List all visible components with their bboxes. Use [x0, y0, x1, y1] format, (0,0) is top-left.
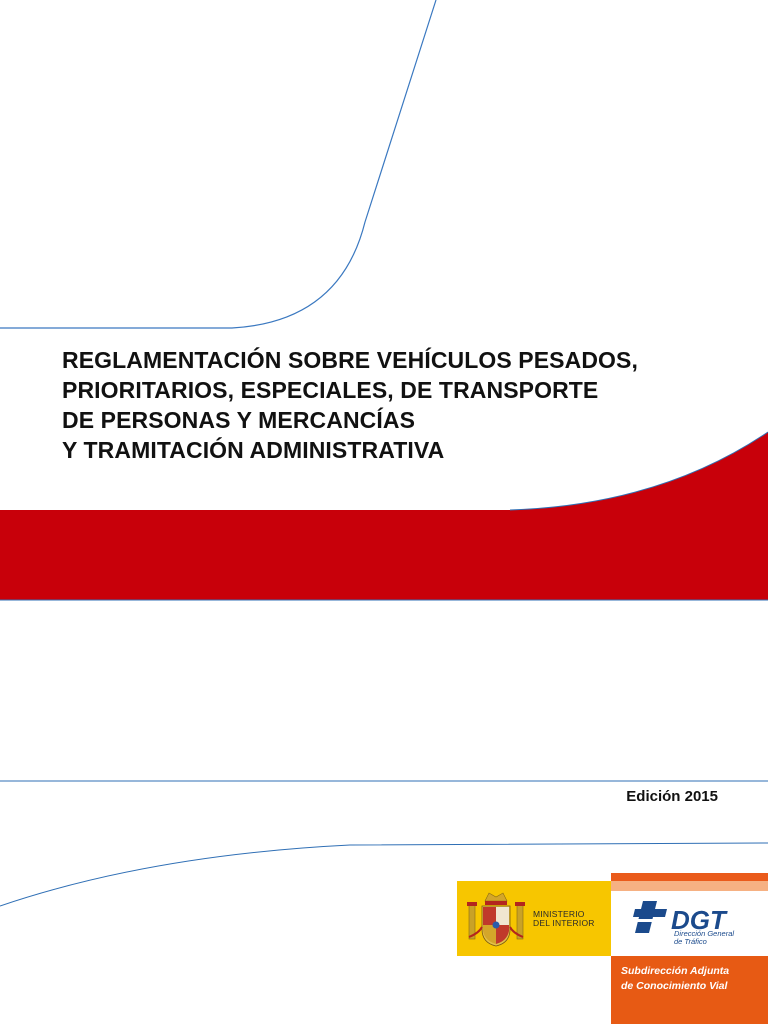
dgt-cross-icon: DGT [633, 901, 728, 935]
bottom-curve-line [0, 842, 768, 907]
ministry-line: MINISTERIO [533, 909, 585, 919]
top-curve-line [0, 0, 437, 329]
dgt-department-line: Subdirección Adjunta [621, 965, 730, 977]
dgt-top-bar-light [611, 881, 768, 891]
dgt-department-name: Subdirección Adjunta de Conocimiento Via… [621, 964, 729, 994]
coat-of-arms-icon [467, 892, 525, 947]
title-line: REGLAMENTACIÓN SOBRE VEHÍCULOS PESADOS, [62, 347, 638, 373]
dgt-department-banner: Subdirección Adjunta de Conocimiento Via… [611, 956, 768, 1024]
dgt-subtitle-line: Dirección General [674, 929, 735, 938]
edition-label: Edición 2015 [626, 788, 718, 805]
document-title: REGLAMENTACIÓN SOBRE VEHÍCULOS PESADOS, … [62, 345, 752, 465]
title-line: Y TRAMITACIÓN ADMINISTRATIVA [62, 437, 445, 463]
dgt-logo: DGT Dirección General de Tráfico Subdire… [611, 873, 768, 1024]
dgt-subtitle-line: de Tráfico [674, 937, 707, 946]
red-wave-band [0, 432, 768, 600]
dgt-wordmark: DGT [671, 905, 728, 935]
dgt-top-bar [611, 873, 768, 881]
ministry-logo: MINISTERIO DEL INTERIOR [457, 881, 611, 956]
title-line: DE PERSONAS Y MERCANCÍAS [62, 407, 416, 433]
dgt-department-line: de Conocimiento Vial [621, 980, 728, 992]
title-line: PRIORITARIOS, ESPECIALES, DE TRANSPORTE [62, 377, 599, 403]
ministry-line: DEL INTERIOR [533, 918, 595, 928]
ministry-name: MINISTERIO DEL INTERIOR [533, 910, 595, 928]
dgt-subtitle: Dirección General de Tráfico [674, 930, 734, 946]
